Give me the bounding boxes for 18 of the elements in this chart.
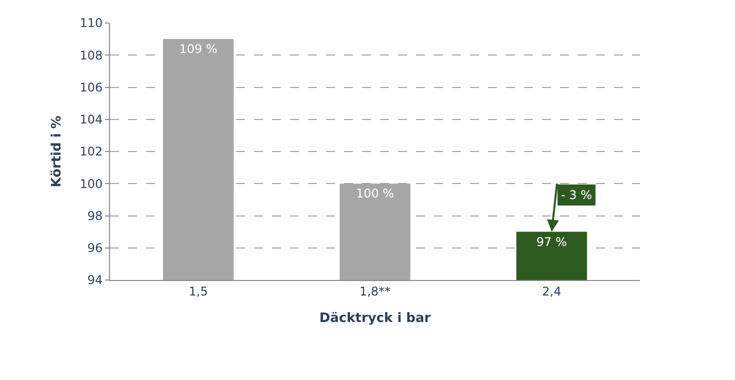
y-tick-label: 96 [87,241,103,256]
x-tick-label: 2,4 [542,284,562,298]
y-tick-label: 108 [80,48,103,62]
y-tick-label: 98 [87,208,103,223]
y-axis-title: Körtid i % [50,116,65,188]
y-tick-label: 104 [80,112,103,127]
x-tick-label: 1,5 [188,284,208,298]
x-tick-label: 1,8** [359,284,391,298]
annotation: - 3 % [561,188,592,202]
y-tick-label: 106 [80,80,103,94]
y-tick-label: 100 [80,176,103,191]
x-axis-title: Däcktryck i bar [319,311,432,326]
data-label: 109 % [179,42,218,56]
data-label: 100 % [356,186,394,201]
data-label: 97 % [536,234,567,249]
y-tick-label: 102 [80,144,103,159]
y-tick-label: 110 [80,16,103,30]
y-tick-label: 94 [87,273,103,288]
